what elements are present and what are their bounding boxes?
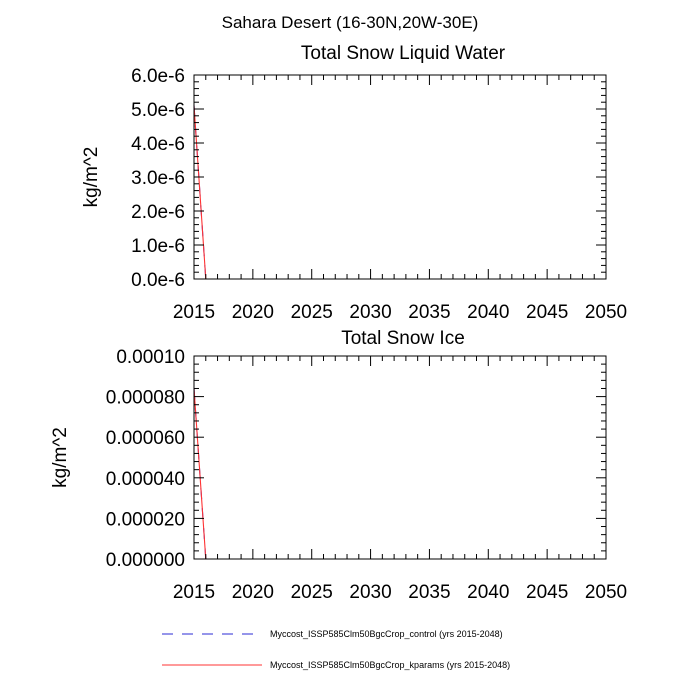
x-tick-label: 2045 <box>526 302 568 323</box>
x-tick-label: 2020 <box>232 302 274 323</box>
panel-title: Total Snow Ice <box>341 328 465 349</box>
y-tick-label: 0.0e-6 <box>131 270 185 291</box>
ticks <box>193 74 607 280</box>
series-group <box>193 388 583 560</box>
chart-panel-1: Total Snow Liquid Water kg/m^2 2015 2020 202… <box>81 43 627 323</box>
y-tick-label: 0.000040 <box>106 469 185 490</box>
series-group <box>193 105 583 280</box>
x-tick-label: 2030 <box>349 582 391 603</box>
y-tick-label: 0.000000 <box>106 550 185 571</box>
y-tick-label: 6.0e-6 <box>131 66 185 87</box>
x-tick-label: 2040 <box>467 582 509 603</box>
plot-frame <box>193 355 607 560</box>
x-tick-label: 2020 <box>232 582 274 603</box>
series-line-kparams <box>193 388 583 560</box>
x-tick-label: 2035 <box>408 582 450 603</box>
x-tick-label: 2025 <box>291 302 333 323</box>
x-tick-label: 2015 <box>173 582 215 603</box>
y-tick-label: 2.0e-6 <box>131 202 185 223</box>
x-tick-label: 2015 <box>173 302 215 323</box>
y-tick-label: 0.000060 <box>106 428 185 449</box>
y-tick-label: 3.0e-6 <box>131 168 185 189</box>
y-tick-label: 0.000020 <box>106 509 185 530</box>
x-tick-label: 2035 <box>408 302 450 323</box>
series-line-control <box>193 388 583 560</box>
ticks <box>193 355 607 560</box>
panel-title: Total Snow Liquid Water <box>301 43 506 64</box>
y-axis-label: kg/m^2 <box>81 147 102 208</box>
x-tick-label: 2030 <box>349 302 391 323</box>
y-tick-label: 0.00010 <box>116 347 185 368</box>
legend: Myccost_ISSP585Clm50BgcCrop_control (yrs… <box>162 629 510 670</box>
plot-frame <box>193 74 607 280</box>
series-line-control <box>193 105 583 280</box>
y-tick-label: 4.0e-6 <box>131 134 185 155</box>
legend-item: Myccost_ISSP585Clm50BgcCrop_control (yrs… <box>162 629 503 639</box>
chart-panel-2: Total Snow Ice kg/m^2 2015 2020 2025 2030 2035… <box>50 328 627 603</box>
y-tick-label: 0.000080 <box>106 388 185 409</box>
figure-title: Sahara Desert (16-30N,20W-30E) <box>222 13 479 32</box>
x-tick-label: 2050 <box>585 582 627 603</box>
legend-label: Myccost_ISSP585Clm50BgcCrop_control (yrs… <box>270 629 503 639</box>
series-line-kparams <box>193 105 583 280</box>
x-tick-label: 2045 <box>526 582 568 603</box>
x-tick-label: 2050 <box>585 302 627 323</box>
legend-item: Myccost_ISSP585Clm50BgcCrop_kparams (yrs… <box>162 660 510 670</box>
legend-label: Myccost_ISSP585Clm50BgcCrop_kparams (yrs… <box>270 660 510 670</box>
y-tick-label: 5.0e-6 <box>131 100 185 121</box>
y-tick-label: 1.0e-6 <box>131 236 185 257</box>
y-axis-label: kg/m^2 <box>50 427 71 488</box>
x-tick-label: 2025 <box>291 582 333 603</box>
x-tick-label: 2040 <box>467 302 509 323</box>
